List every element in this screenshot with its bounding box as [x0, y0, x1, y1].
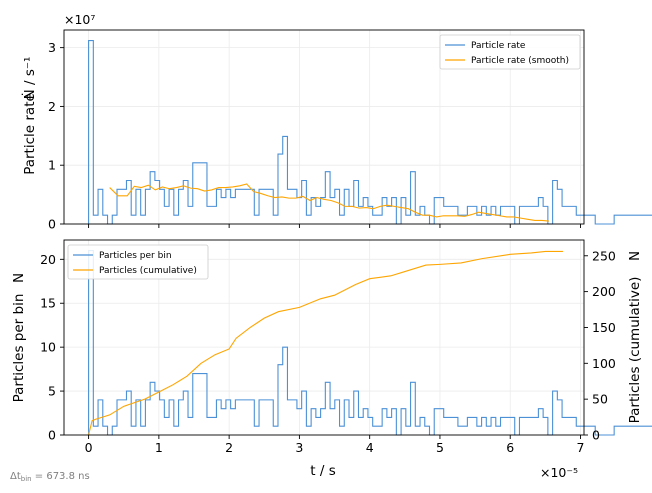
- bottom-panel: 0 1 2 3 4 5 6 705101520050100150200250Particles…: [40, 239, 652, 455]
- top-frame: [63, 29, 585, 225]
- top-legend-box: [439, 34, 581, 70]
- bottom-frame: [63, 239, 585, 436]
- bottom-ylabel: Particles per bin: [11, 294, 27, 403]
- bottom-x-multiplier: ×10⁻⁵: [540, 465, 578, 480]
- top-ylabel-unit: Ṅ / s⁻¹: [20, 57, 38, 100]
- bottom-xtick-label: 2: [225, 440, 233, 455]
- bottom-xtick-label: 0: [85, 440, 93, 455]
- bottom-ytick-right-label: 100: [592, 356, 616, 371]
- bottom-ylabel-right-unit: N: [627, 251, 643, 261]
- bottom-xtick-label: 4: [366, 440, 374, 455]
- bottom-legend-box: [67, 244, 209, 280]
- bottom-ylabel-right: Particles (cumulative): [627, 277, 643, 424]
- bottom-ytick-right-label: 50: [592, 392, 608, 407]
- bottom-series-0-step: [88, 249, 652, 436]
- top-ytick-label: 2: [48, 99, 56, 114]
- top-ytick-label: 1: [48, 158, 56, 173]
- bin-width-footnote: Δtbin = 673.8 ns: [10, 471, 90, 483]
- bottom-ytick-label: 20: [40, 252, 56, 267]
- top-series-1-line: [109, 183, 549, 222]
- bottom-legend-label-1: Particles (cumulative): [99, 266, 197, 276]
- bottom-ytick-right-label: 250: [592, 248, 616, 263]
- top-panel: 0 1 2 3 Particle rate Particle rate (smooth): [48, 29, 652, 232]
- bottom-ytick-label: 10: [40, 340, 56, 355]
- top-y-multiplier: ×10⁷: [64, 12, 95, 27]
- top-ylabel: Particle rate: [22, 93, 38, 175]
- bottom-ytick-right-label: 200: [592, 284, 616, 299]
- bottom-ytick-right-label: 0: [592, 428, 600, 443]
- bottom-legend-label-0: Particles per bin: [99, 251, 172, 261]
- bottom-ytick-label: 5: [48, 384, 56, 399]
- bottom-ytick-label: 15: [40, 296, 56, 311]
- bottom-series-1-line: [88, 250, 563, 436]
- bottom-xtick-label: 3: [295, 440, 303, 455]
- bottom-xtick-label: 1: [155, 440, 163, 455]
- bottom-ylabel-unit: N: [11, 273, 27, 283]
- bottom-ytick-label: 0: [48, 428, 56, 443]
- top-legend-label-0: Particle rate: [471, 41, 526, 51]
- bottom-xtick-label: 7: [577, 440, 585, 455]
- bottom-ytick-right-label: 150: [592, 320, 616, 335]
- top-ytick-label: 0: [48, 217, 56, 232]
- top-legend-label-1: Particle rate (smooth): [471, 56, 569, 66]
- bottom-xlabel: t / s: [310, 463, 335, 479]
- bottom-xtick-label: 5: [436, 440, 444, 455]
- bottom-xtick-label: 6: [506, 440, 514, 455]
- top-ytick-label: 3: [48, 40, 56, 55]
- top-series-0-step: [88, 40, 652, 225]
